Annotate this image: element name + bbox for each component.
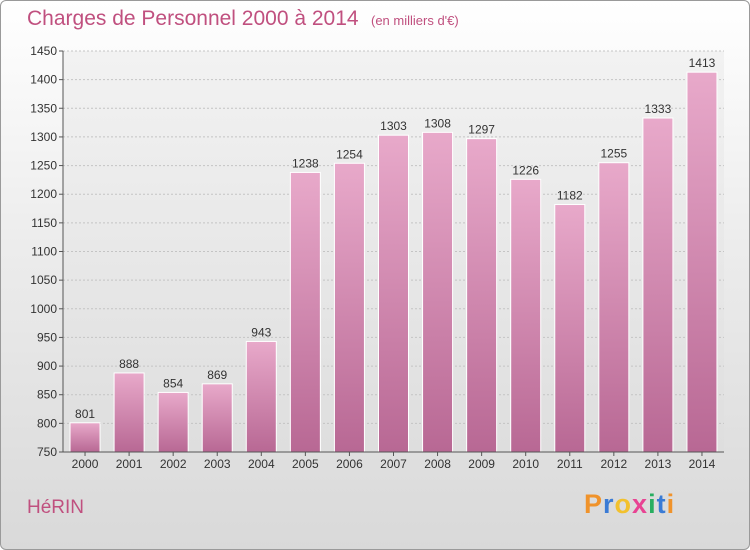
y-tick-label: 1150: [31, 216, 57, 230]
logo-letter: P: [584, 489, 604, 519]
y-tick-label: 1000: [30, 302, 57, 316]
bar-value-label: 1182: [557, 189, 583, 203]
commune-name: HéRIN: [27, 497, 85, 518]
x-tick-label: 2005: [292, 457, 319, 471]
x-tick-label: 2008: [424, 457, 451, 471]
y-tick-label: 1100: [31, 245, 57, 259]
x-tick-label: 2011: [557, 457, 583, 471]
bar: [289, 171, 321, 453]
bars: [69, 71, 718, 453]
bar-value-label: 854: [163, 376, 183, 390]
value-labels: 801 888 854 869 943 1238 1254 1303 1308 1297 1226 1…: [75, 56, 716, 421]
x-tick-label: 2014: [689, 457, 716, 471]
bar: [642, 117, 674, 453]
y-tick-label: 950: [37, 330, 57, 344]
bar: [245, 340, 277, 453]
x-tick-label: 2001: [116, 457, 143, 471]
x-tick-label: 2004: [248, 457, 275, 471]
bar: [554, 204, 586, 453]
y-tick-label: 1200: [30, 187, 57, 201]
bar-value-label: 869: [207, 368, 227, 382]
bar-value-label: 943: [251, 325, 271, 339]
x-tick-label: 2002: [160, 457, 187, 471]
x-tick-label: 2006: [336, 457, 363, 471]
bar-value-label: 1297: [468, 123, 495, 137]
bar-value-label: 1254: [336, 147, 363, 161]
logo-letter: o: [614, 489, 633, 519]
y-tick-label: 1450: [30, 44, 57, 58]
bar-value-label: 1255: [600, 147, 627, 161]
bar-value-label: 888: [119, 357, 139, 371]
logo-letter: x: [632, 489, 649, 519]
bar: [422, 131, 454, 453]
x-axis-ticks: 2000 2001 2002 2003 2004 2005 2006 2007 2008 2009…: [72, 452, 716, 471]
bar: [157, 391, 189, 453]
x-tick-label: 2007: [380, 457, 407, 471]
x-tick-label: 2012: [600, 457, 627, 471]
bar-value-label: 1333: [645, 102, 672, 116]
bar: [466, 138, 498, 453]
y-tick-label: 900: [37, 359, 57, 373]
logo-letter: i: [666, 489, 676, 519]
logo-letter: r: [603, 489, 615, 519]
bar-value-label: 1308: [424, 116, 451, 130]
bar-value-label: 1303: [380, 119, 407, 133]
y-axis-ticks: 750 800 850 900 950 1000 1050 1100 1150 1200 1250 1…: [30, 44, 63, 459]
y-tick-label: 1400: [30, 73, 57, 87]
y-tick-label: 850: [37, 388, 57, 402]
logo-letter: t: [656, 489, 667, 519]
bar: [686, 71, 718, 453]
bar: [598, 162, 630, 453]
bar: [333, 162, 365, 453]
x-tick-label: 2003: [204, 457, 231, 471]
y-tick-label: 750: [37, 445, 57, 459]
x-tick-label: 2010: [512, 457, 539, 471]
x-tick-label: 2013: [645, 457, 672, 471]
y-tick-label: 800: [37, 416, 57, 430]
bar-value-label: 1413: [689, 56, 716, 70]
bar-value-label: 1226: [512, 163, 539, 177]
x-tick-label: 2009: [468, 457, 495, 471]
bar-value-label: 1238: [292, 156, 319, 170]
y-tick-label: 1050: [30, 273, 57, 287]
chart-title: Charges de Personnel 2000 à 2014: [27, 7, 359, 30]
chart-subtitle: (en milliers d'€): [371, 13, 459, 28]
bar: [69, 422, 101, 453]
bar-value-label: 801: [75, 407, 95, 421]
proxiti-logo: Proxiti: [584, 489, 675, 520]
bar: [510, 178, 542, 453]
y-tick-label: 1350: [30, 101, 57, 115]
y-tick-label: 1250: [30, 159, 57, 173]
y-tick-label: 1300: [30, 130, 57, 144]
bar: [113, 372, 145, 453]
bar: [201, 383, 233, 453]
bar: [378, 134, 409, 453]
logo-letter: i: [648, 489, 657, 519]
x-tick-label: 2000: [72, 457, 99, 471]
